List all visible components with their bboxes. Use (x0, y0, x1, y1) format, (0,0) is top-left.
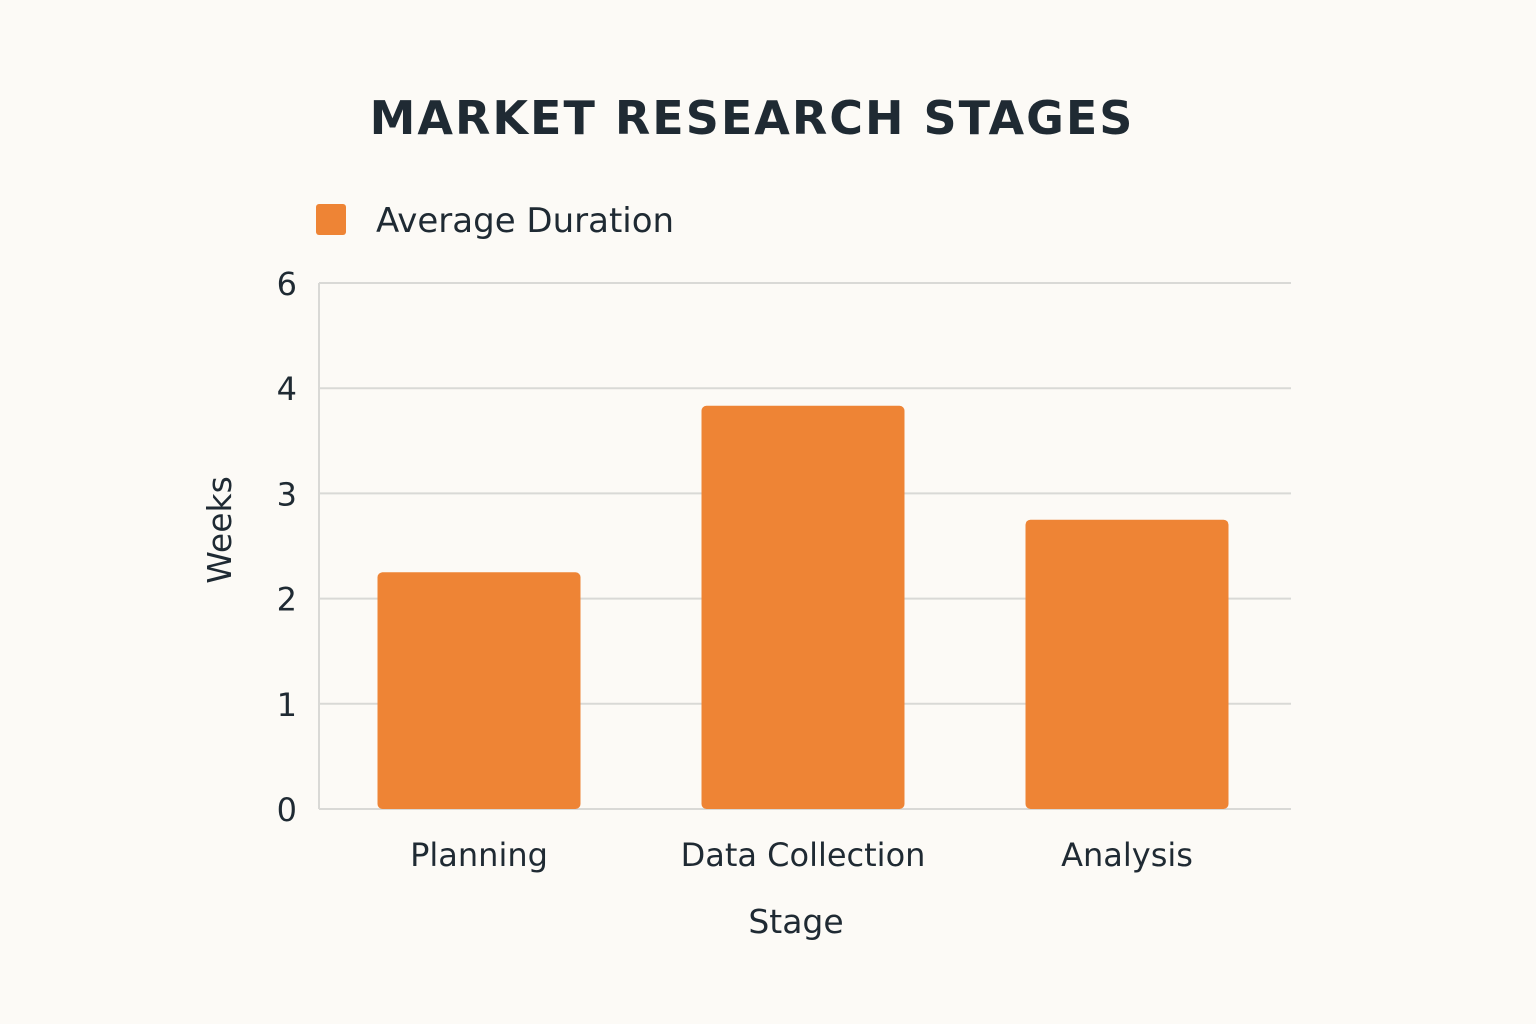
y-tick-label: 3 (277, 475, 297, 513)
legend-label: Average Duration (376, 201, 674, 241)
y-tick-label: 4 (277, 370, 297, 408)
y-tick-label: 2 (277, 581, 297, 619)
bar (701, 405, 905, 809)
bar (1025, 519, 1229, 809)
x-axis: Planning Data Collection Analysis (410, 836, 1193, 874)
x-tick-label: Planning (410, 836, 548, 874)
y-tick-label: 1 (277, 686, 297, 724)
y-axis: 0 1 2 3 4 6 (277, 265, 320, 829)
y-axis-label: Weeks (200, 476, 239, 584)
x-tick-label: Data Collection (681, 836, 926, 874)
chart-title: MARKET RESEARCH STAGES (370, 91, 1135, 145)
legend: Average Duration (316, 201, 674, 241)
x-tick-label: Analysis (1061, 836, 1193, 874)
y-tick-label: 0 (277, 791, 297, 829)
y-tick-label: 6 (277, 265, 297, 303)
x-axis-label: Stage (748, 902, 843, 941)
legend-swatch (316, 204, 346, 235)
bar (377, 572, 581, 809)
bars (377, 405, 1229, 809)
